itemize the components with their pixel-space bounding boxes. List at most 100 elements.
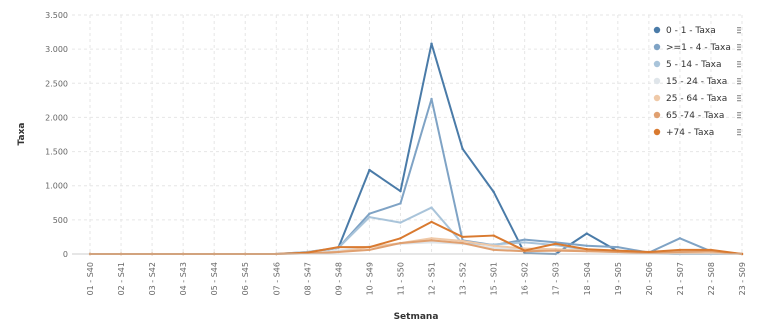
y-tick-label: 1.500	[45, 148, 68, 157]
data-point	[616, 245, 620, 249]
legend-menu-icon	[737, 80, 741, 82]
legend-swatch	[653, 43, 661, 51]
data-point	[616, 249, 620, 252]
data-point	[461, 239, 464, 243]
series-6	[88, 239, 744, 256]
legend-menu-icon	[737, 29, 741, 31]
legend-label: 25 - 64 - Taxa	[666, 94, 727, 104]
data-point	[368, 168, 371, 172]
y-tick-label: 3.000	[45, 45, 68, 54]
x-tick-label: 21 - S07	[676, 262, 685, 295]
legend-swatch	[653, 94, 661, 102]
x-tick-label: 05 - S44	[210, 262, 219, 295]
data-point	[368, 248, 371, 252]
data-point	[492, 246, 495, 250]
x-axis-title: Setmana	[394, 312, 439, 322]
legend-menu-icon	[737, 63, 741, 65]
legend-item: 25 - 64 - Taxa	[653, 94, 741, 104]
data-point	[399, 189, 402, 193]
x-tick-label: 07 - S46	[272, 262, 281, 295]
x-tick-label: 18 - S04	[583, 262, 592, 295]
legend-swatch	[653, 26, 661, 34]
legend-menu-icon	[737, 129, 741, 131]
data-point	[492, 248, 495, 252]
legend-menu-icon	[737, 114, 741, 116]
data-point	[523, 247, 526, 250]
y-axis-title: Taxa	[17, 123, 27, 146]
data-point	[306, 251, 309, 254]
legend-swatch	[653, 77, 661, 85]
legend-swatch	[653, 60, 661, 68]
data-point	[554, 242, 557, 245]
legend-label: 5 - 14 - Taxa	[666, 60, 721, 70]
x-tick-label: 06 - S45	[241, 262, 250, 295]
legend-menu-icon	[737, 27, 741, 29]
legend-menu-icon	[737, 61, 741, 63]
y-tick-label: 1.000	[45, 182, 68, 191]
legend-menu-icon	[737, 112, 741, 114]
x-tick-label: 13 - S52	[459, 262, 468, 295]
legend-swatch	[653, 128, 661, 136]
data-point	[430, 42, 433, 45]
series-7	[88, 220, 744, 256]
data-point	[368, 245, 371, 249]
data-point	[585, 232, 588, 235]
legend-swatch	[653, 111, 661, 119]
x-tick-label: 03 - S42	[148, 262, 157, 295]
legend-menu-icon	[737, 100, 741, 102]
legend-label: 65 -74 - Taxa	[666, 111, 724, 121]
legend-menu-icon	[737, 78, 741, 80]
x-tick-label: 12 - S51	[428, 262, 437, 295]
data-point	[585, 244, 588, 248]
data-point	[337, 245, 340, 249]
x-axis-ticks: 01 - S40 02 - S41 03 - S42 04 - S43 05 - S44…	[86, 262, 747, 295]
data-point	[523, 249, 526, 252]
legend-item: 0 - 1 - Taxa	[653, 26, 741, 36]
x-tick-label: 19 - S05	[614, 262, 623, 295]
data-point	[399, 237, 402, 240]
data-point	[678, 250, 682, 254]
y-tick-label: 0	[63, 250, 68, 259]
data-point	[461, 241, 464, 245]
legend-menu-icon	[737, 83, 741, 85]
legend-menu-icon	[737, 134, 741, 136]
x-tick-label: 08 - S47	[303, 262, 312, 295]
data-point	[368, 215, 371, 219]
x-tick-label: 11 - S50	[396, 262, 405, 295]
x-tick-label: 23 - S09	[738, 262, 747, 295]
legend-label: >=1 - 4 - Taxa	[666, 43, 731, 53]
data-point	[430, 206, 433, 209]
legend-menu-icon	[737, 117, 741, 119]
data-point	[523, 241, 526, 244]
data-point	[399, 202, 402, 205]
data-point	[554, 249, 557, 252]
data-point	[430, 241, 433, 244]
data-point	[430, 237, 433, 240]
series-lines	[88, 42, 744, 256]
x-tick-label: 01 - S40	[86, 262, 95, 295]
data-point	[492, 190, 495, 194]
data-point	[430, 239, 433, 242]
x-tick-label: 15 - S01	[490, 262, 499, 295]
data-point	[585, 250, 588, 253]
legend-menu-icon	[737, 66, 741, 68]
legend-label: +74 - Taxa	[666, 128, 714, 138]
x-tick-label: 22 - S08	[707, 262, 716, 295]
data-point	[337, 250, 340, 254]
data-point	[678, 248, 682, 252]
y-tick-label: 500	[53, 216, 68, 225]
x-tick-label: 16 - S02	[521, 262, 530, 295]
legend-item: +74 - Taxa	[653, 128, 741, 138]
y-tick-label: 2.500	[45, 79, 68, 88]
y-axis-ticks: 0 500 1.000 1.500 2.000 2.500 3.000 3.500	[45, 11, 68, 259]
y-tick-label: 3.500	[45, 11, 68, 20]
data-point	[461, 147, 464, 151]
legend-menu-icon	[737, 49, 741, 51]
legend-menu-icon	[737, 131, 741, 133]
data-point	[709, 248, 713, 252]
data-point	[399, 221, 402, 224]
legend-menu-icon	[737, 97, 741, 99]
data-point	[430, 220, 433, 224]
